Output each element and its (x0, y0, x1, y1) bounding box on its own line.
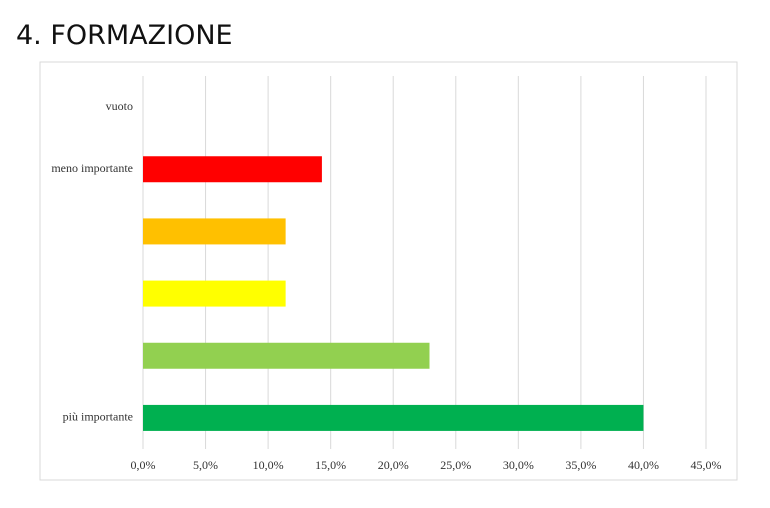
x-tick-label: 0,0% (131, 458, 156, 472)
y-tick-label: più importante (63, 410, 133, 424)
x-tick-label: 30,0% (503, 458, 534, 472)
x-tick-label: 20,0% (378, 458, 409, 472)
page-title: 4. FORMAZIONE (16, 20, 233, 51)
x-tick-label: 10,0% (253, 458, 284, 472)
x-tick-label: 45,0% (691, 458, 722, 472)
bar (143, 342, 430, 369)
x-tick-label: 40,0% (628, 458, 659, 472)
bar (143, 404, 644, 431)
bar (143, 218, 286, 245)
bar (143, 280, 286, 307)
x-tick-label: 25,0% (440, 458, 471, 472)
x-tick-label: 15,0% (315, 458, 346, 472)
bar (143, 156, 322, 183)
x-tick-label: 5,0% (193, 458, 218, 472)
y-tick-label: vuoto (106, 99, 133, 113)
x-tick-label: 35,0% (565, 458, 596, 472)
y-tick-label: meno importante (51, 161, 133, 175)
